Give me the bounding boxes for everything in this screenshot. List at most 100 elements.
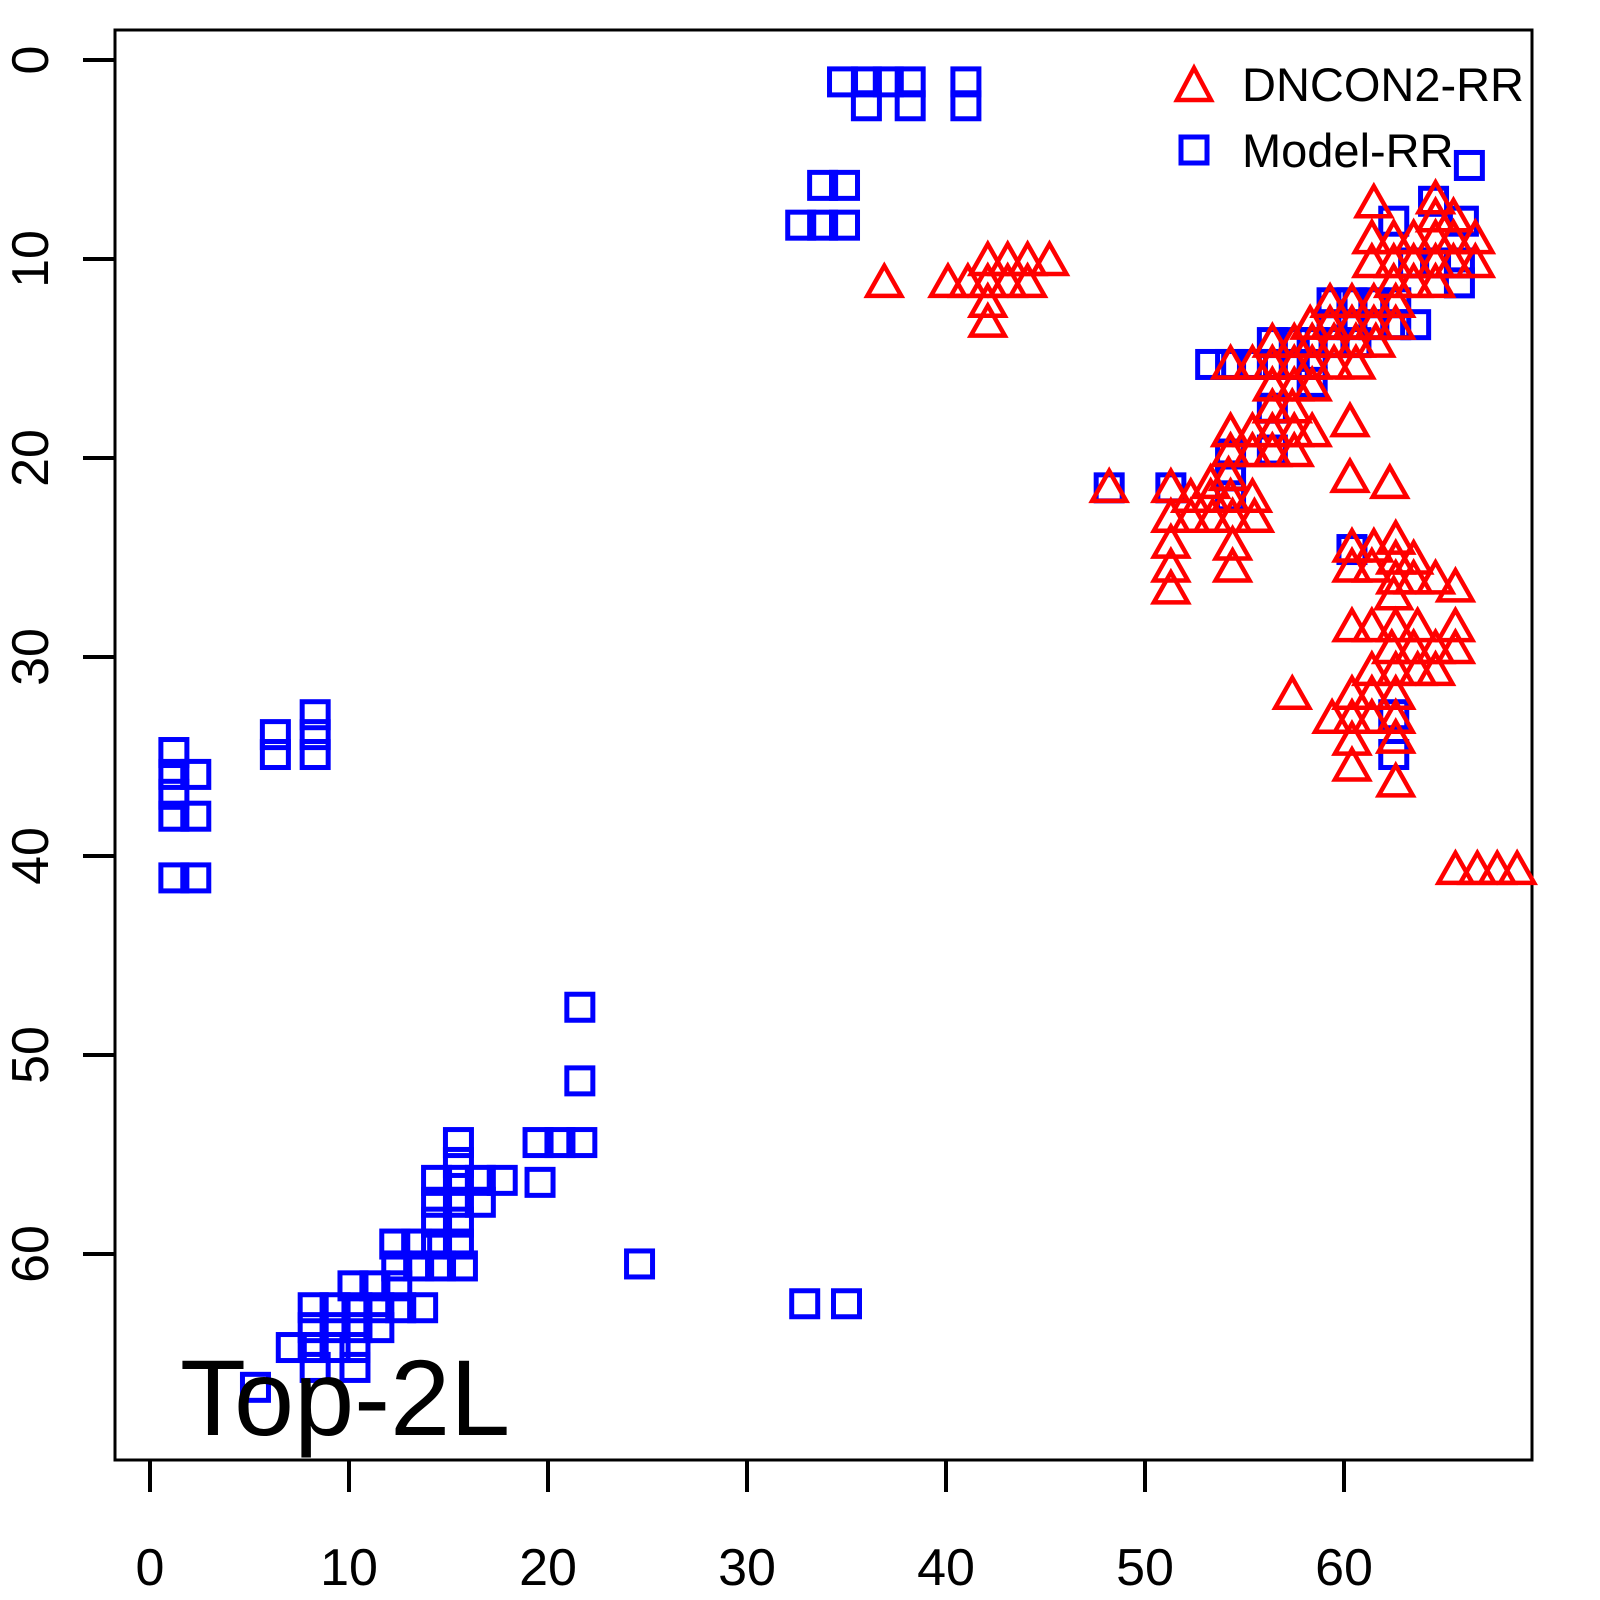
data-point-model-rr [158, 778, 190, 810]
data-point-dncon2-rr [1392, 241, 1435, 279]
data-point-dncon2-rr [1006, 239, 1049, 277]
data-point-model-rr [180, 758, 212, 790]
data-point-dncon2-rr [1006, 261, 1049, 299]
data-point-model-rr [442, 1164, 474, 1196]
data-point-dncon2-rr [1311, 697, 1353, 734]
data-point-dncon2-rr [1291, 410, 1334, 448]
data-point-model-rr [1453, 149, 1485, 181]
legend-item-model-rr: Model-RR [1172, 123, 1524, 177]
y-axis-tick-label: 0 [2, 46, 60, 75]
data-point-dncon2-rr [1291, 342, 1334, 380]
data-point-dncon2-rr [1434, 848, 1477, 886]
data-point-model-rr [158, 862, 190, 894]
data-point-dncon2-rr [1372, 217, 1415, 255]
data-point-dncon2-rr [1329, 456, 1371, 494]
data-point-model-rr [829, 169, 861, 201]
data-point-dncon2-rr [1496, 848, 1538, 886]
data-point-model-rr [299, 739, 331, 771]
data-point-dncon2-rr [1309, 303, 1351, 340]
data-point-dncon2-rr [1335, 342, 1377, 380]
data-point-dncon2-rr [1372, 241, 1415, 279]
data-point-model-rr [624, 1248, 656, 1280]
data-point-dncon2-rr [1352, 303, 1395, 340]
y-axis-tick-label: 60 [2, 1225, 60, 1283]
data-point-model-rr [180, 800, 212, 832]
data-point-dncon2-rr [1432, 241, 1475, 279]
data-point-dncon2-rr [1374, 649, 1417, 687]
data-point-model-rr [442, 1127, 474, 1159]
data-point-model-rr [544, 1127, 576, 1159]
data-point-model-rr [299, 699, 331, 731]
data-point-dncon2-rr [1414, 261, 1457, 299]
data-point-dncon2-rr [1352, 281, 1395, 319]
data-point-dncon2-rr [986, 239, 1029, 277]
data-point-dncon2-rr [1251, 410, 1294, 448]
x-axis-tick-label: 10 [320, 1539, 378, 1597]
data-point-model-rr [259, 719, 291, 751]
data-point-model-rr [337, 1270, 369, 1302]
data-point-model-rr [158, 758, 190, 790]
data-point-dncon2-rr [1088, 466, 1131, 504]
square-marker-icon [1172, 128, 1216, 172]
data-point-dncon2-rr [1350, 241, 1393, 279]
data-point-model-rr [421, 1186, 453, 1218]
data-point-model-rr [259, 739, 291, 771]
data-point-dncon2-rr [1414, 177, 1457, 215]
data-point-dncon2-rr [1331, 281, 1373, 319]
data-point-dncon2-rr [1231, 342, 1274, 380]
data-point-dncon2-rr [1331, 525, 1373, 563]
legend-label-model-rr: Model-RR [1242, 123, 1454, 177]
data-point-dncon2-rr [1189, 462, 1232, 500]
data-point-dncon2-rr [1189, 476, 1232, 514]
data-point-dncon2-rr [1289, 303, 1332, 340]
data-point-dncon2-rr [1374, 518, 1417, 555]
x-axis-tick-label: 60 [1315, 1539, 1373, 1597]
data-point-model-rr [341, 1292, 373, 1324]
data-point-model-rr [407, 1292, 439, 1324]
data-point-dncon2-rr [1352, 181, 1395, 219]
data-point-dncon2-rr [1392, 537, 1435, 575]
data-point-dncon2-rr [1350, 217, 1393, 255]
data-point-dncon2-rr [1273, 430, 1316, 468]
data-point-dncon2-rr [1414, 649, 1457, 687]
y-axis-tick-label: 20 [2, 429, 60, 487]
x-axis-tick-label: 20 [519, 1539, 577, 1597]
data-point-model-rr [872, 66, 904, 98]
data-point-model-rr [421, 1228, 453, 1260]
data-point-model-rr [564, 1065, 596, 1097]
data-point-dncon2-rr [1454, 217, 1497, 255]
data-point-model-rr [275, 1332, 307, 1364]
data-point-dncon2-rr [1313, 321, 1355, 358]
data-point-model-rr [807, 209, 839, 241]
data-point-model-rr [850, 90, 882, 122]
data-point-dncon2-rr [1432, 195, 1475, 233]
data-point-dncon2-rr [947, 261, 989, 299]
data-point-dncon2-rr [1169, 476, 1212, 514]
data-point-dncon2-rr [1331, 605, 1373, 643]
data-point-dncon2-rr [1331, 697, 1373, 734]
data-point-dncon2-rr [927, 261, 969, 299]
data-point-model-rr [297, 1332, 329, 1364]
data-point-model-rr [421, 1164, 453, 1196]
data-point-dncon2-rr [1350, 673, 1393, 711]
axis-box [113, 28, 1534, 1462]
data-point-model-rr [381, 1250, 413, 1282]
data-point-dncon2-rr [1374, 717, 1417, 754]
data-point-dncon2-rr [1350, 697, 1393, 734]
data-point-dncon2-rr [863, 261, 906, 299]
data-point-dncon2-rr [1454, 241, 1497, 279]
data-point-model-rr [785, 209, 817, 241]
data-point-model-rr [950, 90, 982, 122]
data-point-model-rr [319, 1332, 351, 1364]
data-point-dncon2-rr [1211, 523, 1254, 561]
plot-annotation-top-2l: Top-2L [180, 1337, 511, 1458]
data-point-dncon2-rr [1331, 303, 1373, 340]
data-point-dncon2-rr [1150, 522, 1192, 559]
data-point-model-rr [442, 1186, 474, 1218]
data-point-dncon2-rr [1291, 364, 1334, 402]
data-point-dncon2-rr [1251, 321, 1294, 358]
data-point-dncon2-rr [1392, 217, 1435, 255]
data-point-model-rr [319, 1312, 351, 1344]
data-point-dncon2-rr [1150, 567, 1192, 605]
